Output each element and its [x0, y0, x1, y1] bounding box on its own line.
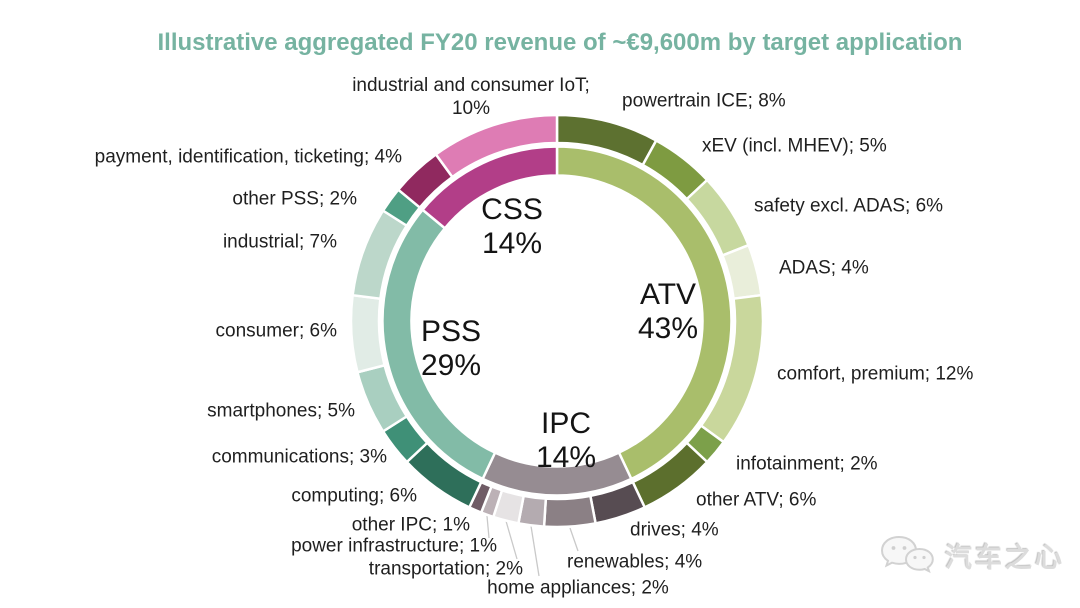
watermark-text: 汽车之心 [945, 542, 1065, 573]
leader-line [486, 515, 490, 539]
segment-renewables [542, 494, 598, 529]
segment-group-css [420, 145, 559, 231]
leader-line [569, 527, 579, 552]
segment-iot [434, 113, 559, 179]
segment-consumer [349, 293, 387, 374]
watermark: 汽车之心 [878, 534, 1065, 576]
leader-line [505, 520, 518, 560]
page-title: Illustrative aggregated FY20 revenue of … [157, 29, 963, 56]
leader-line [530, 525, 540, 577]
wechat-chat-bubbles-icon [878, 534, 936, 576]
segment-group-ipc [481, 450, 633, 497]
